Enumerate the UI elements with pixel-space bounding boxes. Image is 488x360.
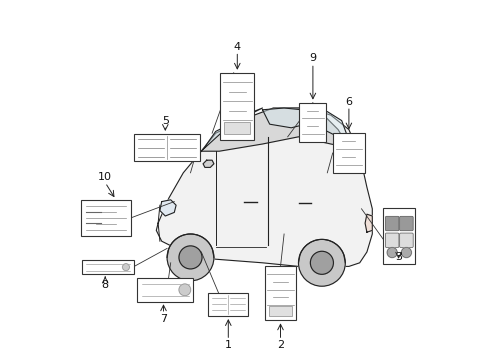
FancyBboxPatch shape [399, 233, 412, 247]
FancyBboxPatch shape [385, 233, 398, 247]
Text: 6: 6 [345, 96, 352, 107]
Text: 8: 8 [102, 280, 108, 290]
Text: 2: 2 [276, 340, 284, 350]
Bar [220, 73, 254, 140]
Polygon shape [203, 160, 213, 167]
Polygon shape [160, 200, 176, 216]
Circle shape [179, 246, 202, 269]
FancyBboxPatch shape [385, 216, 398, 231]
Text: 3: 3 [394, 252, 401, 262]
Circle shape [179, 284, 190, 296]
Bar [81, 200, 131, 236]
Polygon shape [365, 214, 371, 232]
Bar [224, 122, 250, 134]
Polygon shape [305, 110, 348, 140]
Circle shape [167, 234, 213, 281]
Bar [264, 266, 295, 320]
FancyBboxPatch shape [399, 216, 412, 231]
Bar [134, 134, 200, 161]
Bar [332, 133, 365, 173]
Text: 4: 4 [233, 42, 241, 52]
Text: 1: 1 [224, 340, 231, 350]
Polygon shape [203, 108, 262, 149]
Circle shape [310, 251, 333, 274]
Bar [382, 208, 415, 264]
Text: 7: 7 [160, 314, 167, 324]
Text: 9: 9 [309, 53, 316, 63]
Bar [268, 306, 291, 316]
Text: 10: 10 [98, 172, 112, 182]
Polygon shape [156, 108, 371, 266]
Polygon shape [262, 108, 305, 128]
Bar [299, 103, 325, 142]
Text: 5: 5 [162, 116, 168, 126]
Bar [137, 278, 193, 302]
Circle shape [386, 248, 396, 257]
Polygon shape [201, 108, 348, 151]
Circle shape [122, 264, 129, 271]
Circle shape [298, 239, 345, 286]
Bar [208, 292, 247, 316]
Bar [81, 260, 134, 274]
Circle shape [401, 248, 410, 257]
